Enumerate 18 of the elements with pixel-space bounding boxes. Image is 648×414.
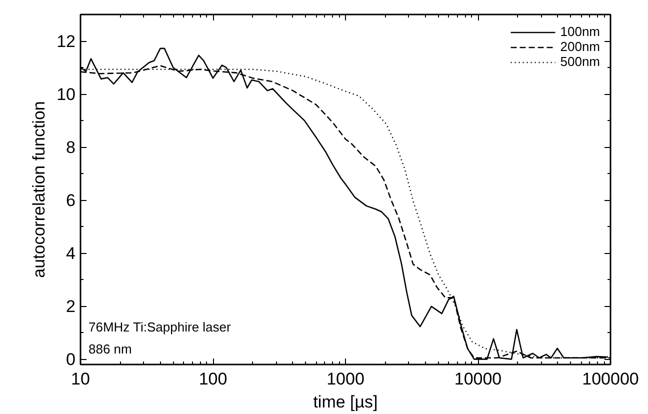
- y-tick-label: 2: [66, 297, 76, 316]
- x-tick-label: 10000: [454, 370, 502, 388]
- annotation: 76MHz Ti:Sapphire laser: [88, 320, 232, 334]
- x-tick-label: 100000: [582, 370, 639, 388]
- x-tick-label: 1000: [326, 370, 364, 388]
- legend-label: 100nm: [560, 24, 600, 39]
- y-tick-label: 4: [66, 244, 76, 264]
- x-tick-label: 100: [198, 370, 228, 388]
- y-tick-label: 8: [66, 138, 76, 158]
- annotation: 886 nm: [88, 342, 132, 356]
- y-tick-label: 10: [56, 85, 76, 104]
- y-tick-label: 6: [66, 191, 76, 210]
- legend-label: 200nm: [560, 39, 600, 54]
- y-tick-label: 0: [66, 350, 76, 370]
- legend-label: 500nm: [560, 54, 600, 69]
- x-axis-title: time [µs]: [313, 392, 378, 412]
- y-tick-label: 12: [56, 32, 76, 52]
- y-axis-title: autocorrelation function: [30, 101, 49, 278]
